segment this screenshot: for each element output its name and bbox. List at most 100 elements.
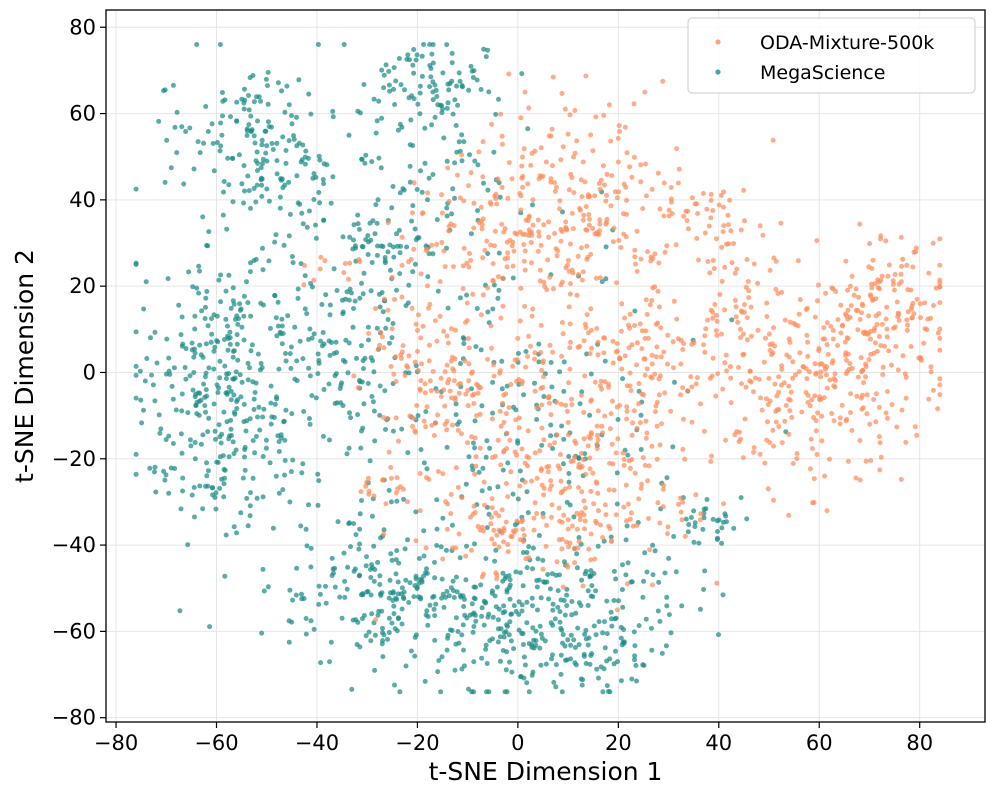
data-point	[373, 306, 378, 312]
data-point	[188, 443, 194, 449]
data-point	[413, 57, 419, 63]
data-point	[471, 225, 477, 231]
data-point	[838, 302, 844, 308]
data-point	[346, 297, 352, 303]
data-point	[655, 608, 661, 614]
data-point	[469, 68, 475, 74]
data-point	[361, 270, 367, 276]
data-point	[585, 642, 591, 648]
data-point	[261, 588, 267, 594]
data-point	[547, 486, 553, 492]
data-point	[444, 213, 450, 219]
data-point	[307, 373, 313, 379]
data-point	[152, 398, 158, 404]
data-point	[608, 534, 614, 540]
data-point	[861, 380, 866, 386]
data-point	[539, 425, 545, 431]
data-point	[557, 609, 563, 615]
data-point	[547, 442, 553, 448]
data-point	[472, 541, 477, 547]
data-point	[311, 197, 317, 202]
data-point	[680, 446, 686, 452]
data-point	[807, 466, 813, 472]
data-point	[286, 233, 292, 239]
data-point	[578, 392, 584, 398]
data-point	[642, 336, 648, 341]
data-point	[183, 346, 189, 352]
data-point	[328, 340, 334, 345]
data-point	[255, 168, 260, 173]
data-point	[448, 511, 454, 517]
data-point	[738, 335, 743, 341]
data-point	[620, 450, 626, 456]
data-point	[241, 200, 247, 206]
data-point	[453, 401, 459, 407]
data-point	[242, 444, 248, 450]
data-point	[420, 323, 426, 329]
data-point	[698, 401, 703, 407]
data-point	[707, 270, 713, 276]
data-point	[532, 388, 538, 394]
data-point	[394, 287, 399, 293]
data-point	[824, 320, 830, 326]
data-point	[263, 128, 269, 134]
data-point	[399, 426, 405, 432]
data-point	[557, 369, 563, 375]
data-point	[391, 371, 397, 377]
data-point	[309, 335, 315, 341]
data-point	[602, 379, 608, 385]
data-point	[522, 303, 528, 309]
data-point	[511, 404, 516, 410]
data-point	[710, 355, 716, 361]
data-point	[211, 366, 217, 372]
data-point	[563, 265, 569, 271]
data-point	[366, 331, 372, 336]
data-point	[452, 397, 458, 403]
data-point	[219, 431, 225, 437]
data-point	[588, 132, 594, 138]
data-point	[250, 475, 256, 481]
data-point	[299, 470, 305, 476]
data-point	[869, 266, 875, 271]
data-point	[751, 445, 757, 451]
data-point	[490, 379, 496, 385]
data-point	[205, 243, 211, 249]
data-point	[311, 331, 317, 337]
data-point	[496, 287, 502, 293]
data-point	[561, 512, 567, 518]
data-point	[432, 318, 438, 324]
data-point	[664, 475, 670, 481]
data-point	[728, 375, 734, 381]
data-point	[524, 599, 530, 605]
data-point	[434, 94, 440, 99]
data-point	[643, 418, 649, 424]
data-point	[187, 125, 193, 131]
data-point	[210, 492, 216, 498]
data-point	[340, 234, 346, 240]
data-point	[632, 308, 638, 314]
data-point	[608, 203, 614, 209]
data-point	[818, 374, 824, 380]
data-point	[478, 218, 484, 224]
data-point	[581, 338, 587, 344]
data-point	[797, 350, 803, 356]
data-point	[736, 364, 741, 370]
data-point	[770, 427, 776, 433]
y-axis-title: t-SNE Dimension 2	[10, 249, 39, 483]
data-point	[543, 543, 549, 549]
data-point	[757, 223, 763, 229]
data-point	[294, 565, 300, 571]
data-point	[591, 501, 597, 507]
data-point	[201, 140, 207, 146]
data-point	[716, 632, 721, 638]
x-tick-label: 60	[806, 731, 833, 755]
data-point	[733, 314, 739, 320]
data-point	[470, 611, 476, 617]
data-point	[773, 286, 779, 292]
data-point	[786, 336, 792, 342]
data-point	[930, 387, 936, 393]
data-point	[621, 231, 627, 237]
data-point	[600, 630, 606, 636]
data-point	[445, 100, 451, 106]
data-point	[771, 325, 776, 331]
